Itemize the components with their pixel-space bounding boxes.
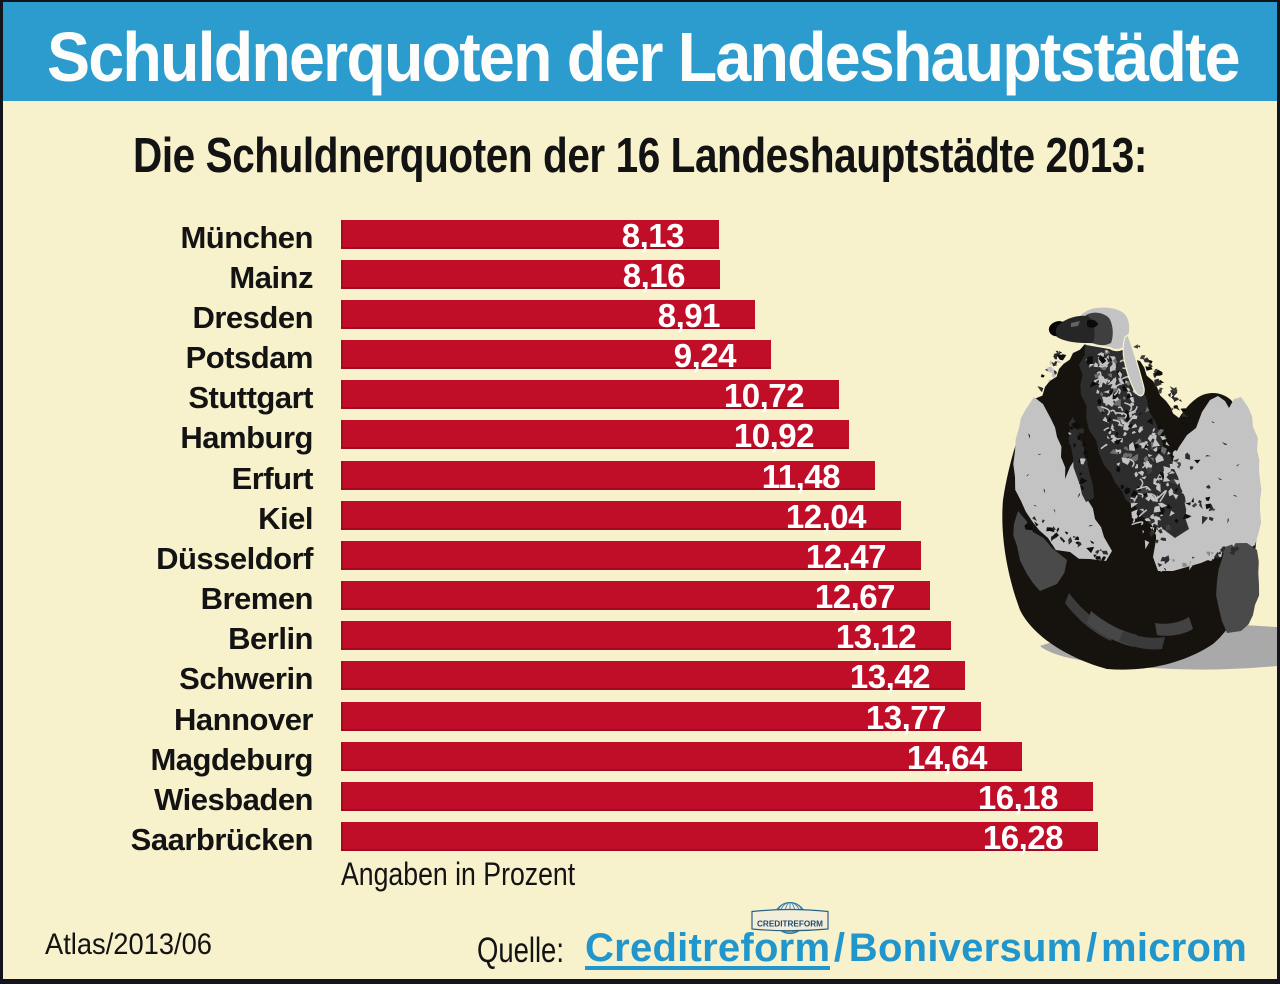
svg-text:CREDITREFORM: CREDITREFORM — [757, 920, 823, 929]
